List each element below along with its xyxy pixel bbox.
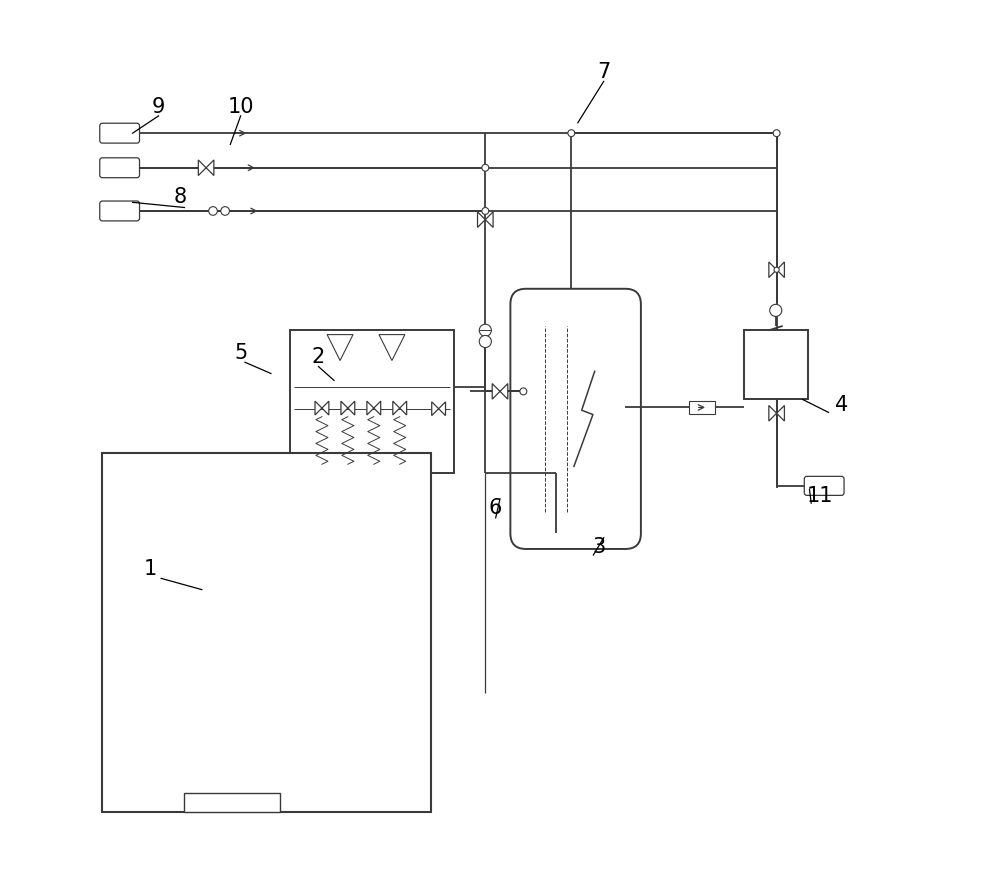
Polygon shape	[777, 262, 784, 278]
Polygon shape	[769, 262, 777, 278]
Polygon shape	[400, 401, 407, 415]
Text: 1: 1	[143, 559, 157, 579]
Polygon shape	[206, 161, 214, 176]
Text: 4: 4	[835, 395, 848, 415]
Polygon shape	[432, 402, 439, 416]
Polygon shape	[500, 384, 508, 400]
Circle shape	[482, 209, 489, 216]
FancyBboxPatch shape	[510, 289, 641, 549]
Polygon shape	[439, 402, 446, 416]
Circle shape	[482, 165, 489, 172]
Polygon shape	[348, 401, 355, 415]
Circle shape	[773, 130, 780, 137]
Polygon shape	[777, 406, 784, 421]
Polygon shape	[322, 401, 329, 415]
Circle shape	[568, 130, 575, 137]
Polygon shape	[492, 384, 500, 400]
Bar	[102, 454, 431, 812]
Text: 3: 3	[593, 537, 606, 557]
Bar	[689, 401, 715, 415]
Polygon shape	[367, 401, 374, 415]
Bar	[290, 331, 454, 474]
Polygon shape	[379, 335, 405, 362]
Circle shape	[221, 208, 229, 216]
Text: 6: 6	[489, 498, 502, 518]
FancyBboxPatch shape	[100, 124, 140, 144]
Polygon shape	[485, 213, 493, 229]
FancyBboxPatch shape	[100, 202, 140, 222]
Polygon shape	[393, 401, 400, 415]
Bar	[184, 793, 280, 812]
Circle shape	[520, 388, 527, 395]
Polygon shape	[374, 401, 381, 415]
Polygon shape	[315, 401, 322, 415]
Polygon shape	[769, 406, 777, 421]
Text: 8: 8	[174, 187, 187, 207]
Polygon shape	[478, 213, 485, 229]
Bar	[744, 331, 808, 400]
FancyBboxPatch shape	[804, 477, 844, 496]
Text: 2: 2	[312, 347, 325, 367]
Polygon shape	[198, 161, 206, 176]
Circle shape	[774, 268, 779, 273]
Circle shape	[479, 336, 491, 348]
Circle shape	[770, 305, 782, 317]
Text: 11: 11	[807, 485, 833, 505]
Text: 10: 10	[227, 96, 254, 116]
Circle shape	[209, 208, 217, 216]
Text: 7: 7	[597, 62, 610, 82]
Circle shape	[479, 325, 491, 337]
Text: 5: 5	[234, 342, 247, 362]
Polygon shape	[341, 401, 348, 415]
FancyBboxPatch shape	[100, 159, 140, 178]
Polygon shape	[327, 335, 353, 362]
Text: 9: 9	[152, 96, 165, 116]
